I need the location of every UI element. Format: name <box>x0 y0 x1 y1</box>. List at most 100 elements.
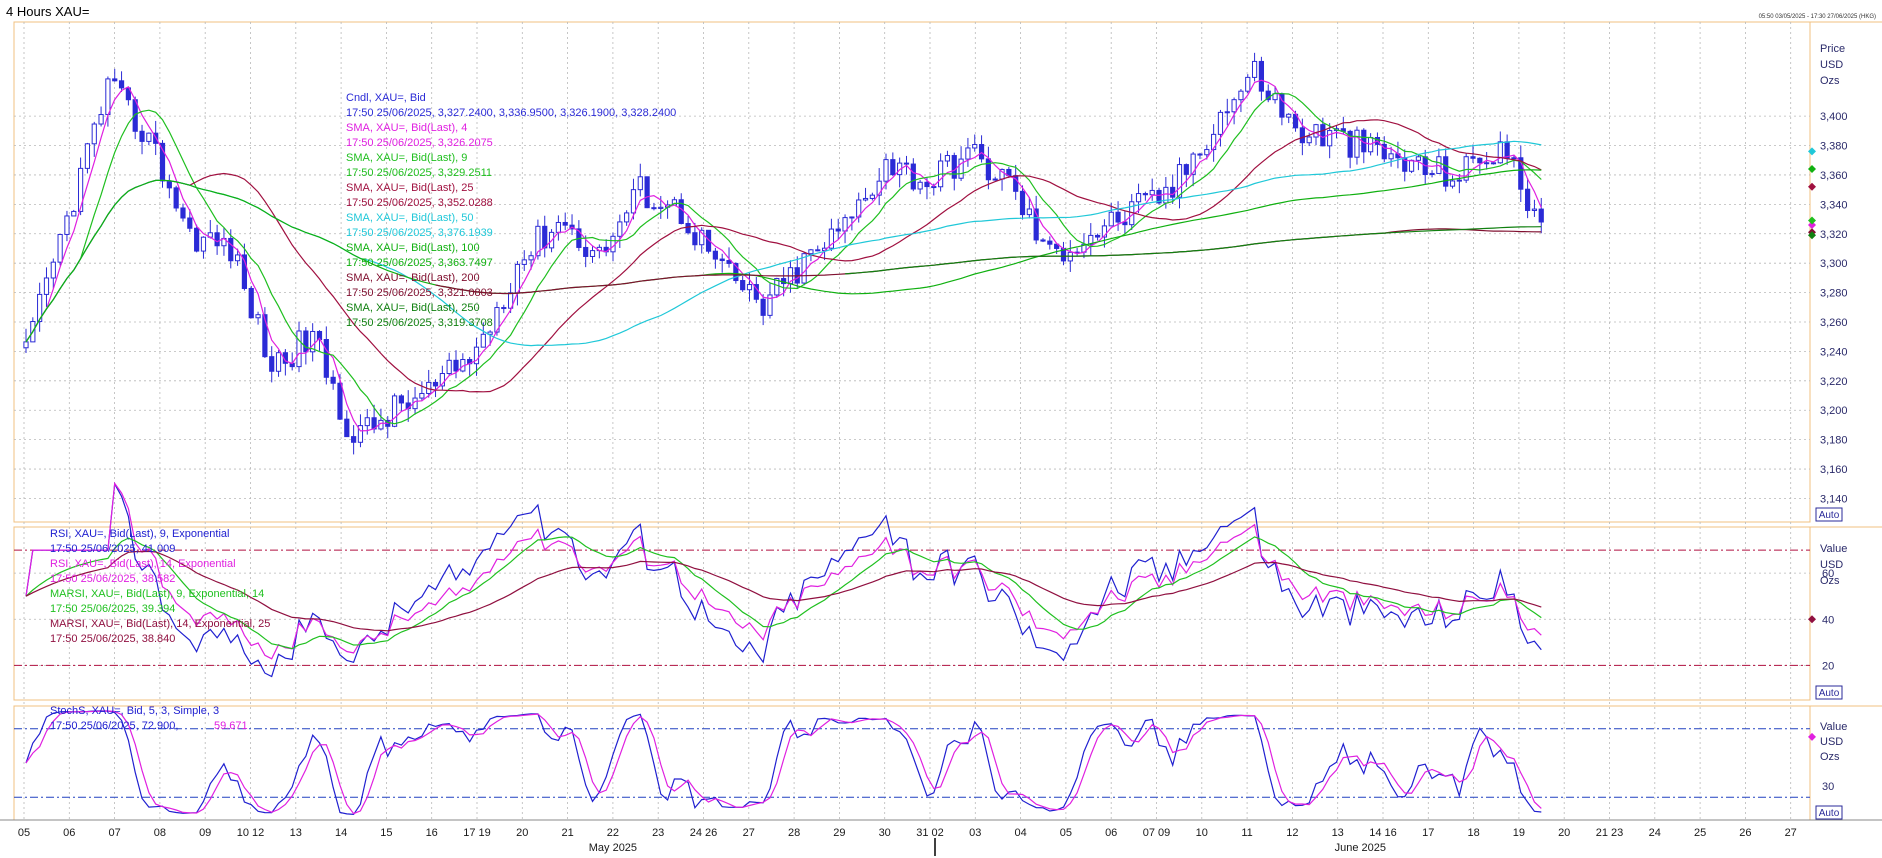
candle[interactable] <box>187 217 193 229</box>
candle[interactable] <box>726 260 732 264</box>
candle[interactable] <box>50 261 56 279</box>
candle[interactable] <box>1490 162 1497 165</box>
candle[interactable] <box>23 341 29 349</box>
candle[interactable] <box>43 277 50 295</box>
candle[interactable] <box>71 210 77 217</box>
candle[interactable] <box>118 80 125 89</box>
candle[interactable] <box>862 197 869 201</box>
candle[interactable] <box>228 237 234 262</box>
candle[interactable] <box>992 178 998 181</box>
candle[interactable] <box>1408 159 1415 172</box>
candle[interactable] <box>1108 211 1114 227</box>
candle[interactable] <box>248 287 254 319</box>
candle[interactable] <box>357 425 364 443</box>
candle[interactable] <box>501 307 507 310</box>
candle[interactable] <box>1170 186 1176 198</box>
candle[interactable] <box>391 395 398 427</box>
candle[interactable] <box>1511 157 1517 160</box>
candle[interactable] <box>1484 162 1490 165</box>
candle[interactable] <box>1463 156 1469 181</box>
candle[interactable] <box>712 250 718 260</box>
candle[interactable] <box>262 314 268 358</box>
candle[interactable] <box>849 216 855 219</box>
candle[interactable] <box>1101 225 1108 238</box>
candle[interactable] <box>1299 127 1305 144</box>
candle[interactable] <box>692 232 698 246</box>
candle[interactable] <box>446 359 452 375</box>
candle[interactable] <box>910 163 916 190</box>
candle[interactable] <box>91 123 97 145</box>
candle[interactable] <box>521 259 527 265</box>
candle[interactable] <box>1354 129 1360 158</box>
candle[interactable] <box>432 381 439 387</box>
candle[interactable] <box>583 246 589 257</box>
candle[interactable] <box>1088 234 1094 245</box>
candle[interactable] <box>344 418 350 438</box>
price-panel[interactable] <box>23 52 1544 455</box>
candle[interactable] <box>589 250 596 257</box>
candle[interactable] <box>1019 190 1026 216</box>
candle[interactable] <box>364 417 370 427</box>
rsi-panel[interactable] <box>14 481 1810 678</box>
candle[interactable] <box>1026 208 1032 216</box>
candle[interactable] <box>562 221 568 226</box>
candle[interactable] <box>1122 221 1128 226</box>
candle[interactable] <box>330 376 336 384</box>
candle[interactable] <box>1449 180 1456 187</box>
candle[interactable] <box>624 212 630 223</box>
candle[interactable] <box>535 225 541 257</box>
candle[interactable] <box>685 222 691 234</box>
candle[interactable] <box>1388 153 1394 160</box>
candle[interactable] <box>146 132 152 142</box>
candle[interactable] <box>951 155 957 179</box>
candle[interactable] <box>1313 124 1319 138</box>
candle[interactable] <box>617 221 623 237</box>
candle[interactable] <box>1456 179 1462 182</box>
candle[interactable] <box>699 229 705 246</box>
candle[interactable] <box>1525 188 1531 211</box>
candle[interactable] <box>637 176 643 191</box>
candle[interactable] <box>903 162 910 165</box>
candle[interactable] <box>166 180 172 189</box>
candle[interactable] <box>1231 99 1237 113</box>
candle[interactable] <box>1306 136 1312 144</box>
candle[interactable] <box>1115 211 1121 223</box>
candle[interactable] <box>1381 143 1387 160</box>
candle[interactable] <box>1040 239 1046 242</box>
candle[interactable] <box>542 225 548 249</box>
candle[interactable] <box>801 253 807 284</box>
candle[interactable] <box>275 352 282 372</box>
candle[interactable] <box>1094 234 1101 238</box>
candle[interactable] <box>883 159 889 182</box>
candle[interactable] <box>180 207 186 219</box>
candle[interactable] <box>828 228 835 249</box>
candle[interactable] <box>1176 164 1183 198</box>
candle[interactable] <box>269 356 275 372</box>
candle[interactable] <box>84 143 91 169</box>
candle[interactable] <box>1327 130 1333 147</box>
candle[interactable] <box>37 293 43 323</box>
candle[interactable] <box>1245 76 1251 92</box>
candle[interactable] <box>965 147 971 160</box>
candle[interactable] <box>508 292 514 309</box>
candle[interactable] <box>310 330 316 353</box>
candle[interactable] <box>644 176 650 209</box>
candle[interactable] <box>453 359 459 372</box>
stochastic-panel[interactable] <box>14 710 1810 816</box>
candle[interactable] <box>658 206 664 209</box>
candle[interactable] <box>473 346 480 365</box>
candle[interactable] <box>1538 208 1544 223</box>
candle[interactable] <box>985 158 991 181</box>
candle[interactable] <box>972 144 978 149</box>
candle[interactable] <box>528 255 534 261</box>
candle[interactable] <box>774 278 780 296</box>
candle[interactable] <box>1251 60 1258 78</box>
candle[interactable] <box>1135 193 1142 203</box>
candle[interactable] <box>1033 208 1039 241</box>
candle[interactable] <box>1518 157 1524 190</box>
candle[interactable] <box>1238 90 1244 101</box>
candle[interactable] <box>105 78 111 116</box>
candle[interactable] <box>1142 193 1148 196</box>
candle[interactable] <box>1211 133 1217 151</box>
